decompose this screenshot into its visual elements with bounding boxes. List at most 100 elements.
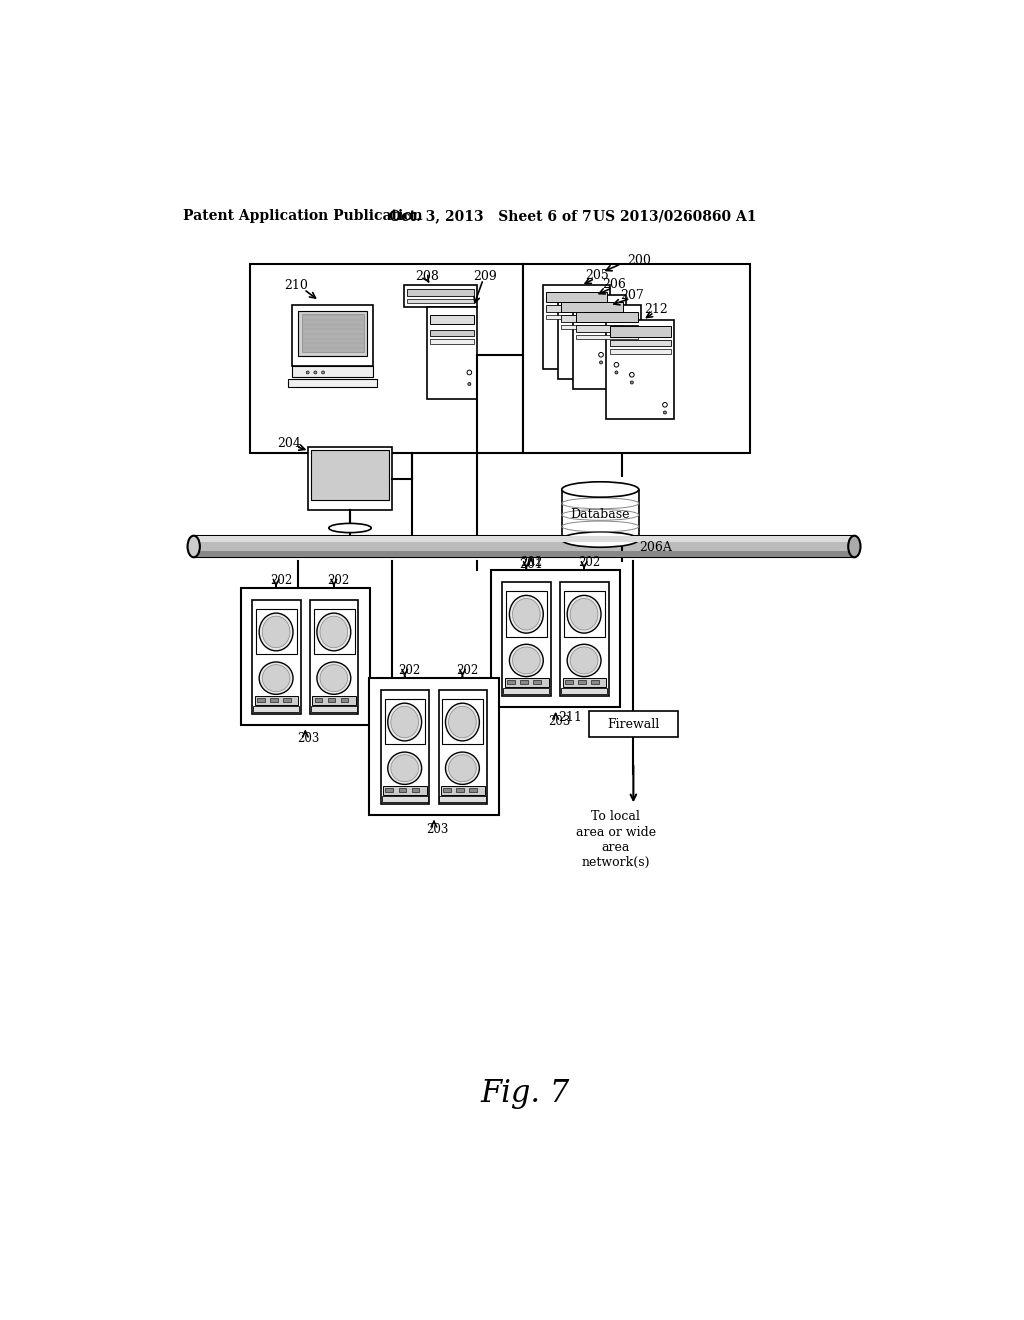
Bar bbox=[314, 698, 323, 702]
Bar bbox=[439, 796, 485, 803]
Circle shape bbox=[614, 363, 618, 367]
Bar bbox=[383, 785, 427, 795]
Ellipse shape bbox=[567, 644, 601, 677]
Bar bbox=[255, 696, 298, 705]
Bar bbox=[505, 678, 549, 688]
Ellipse shape bbox=[445, 752, 479, 784]
Text: Database: Database bbox=[570, 508, 630, 520]
Bar bbox=[546, 292, 607, 302]
Bar bbox=[298, 312, 367, 355]
Bar bbox=[194, 536, 854, 557]
Bar bbox=[382, 796, 428, 803]
Bar bbox=[560, 582, 608, 696]
Bar bbox=[289, 379, 377, 387]
Bar bbox=[312, 696, 356, 705]
Circle shape bbox=[631, 381, 634, 384]
Bar bbox=[407, 289, 474, 296]
Ellipse shape bbox=[388, 752, 422, 784]
Ellipse shape bbox=[562, 482, 639, 498]
Ellipse shape bbox=[445, 704, 479, 741]
Text: 202: 202 bbox=[520, 556, 543, 569]
Bar bbox=[412, 788, 419, 792]
Bar bbox=[507, 681, 515, 684]
Bar bbox=[562, 490, 639, 540]
Bar bbox=[561, 315, 623, 322]
Bar bbox=[561, 688, 607, 694]
Text: 211: 211 bbox=[559, 711, 583, 723]
Bar bbox=[558, 296, 626, 379]
Bar bbox=[590, 711, 678, 738]
Bar bbox=[441, 785, 484, 795]
Bar bbox=[606, 321, 674, 418]
Text: 203: 203 bbox=[426, 822, 449, 836]
Ellipse shape bbox=[316, 663, 351, 694]
Bar bbox=[561, 302, 623, 313]
Ellipse shape bbox=[512, 647, 541, 675]
Bar bbox=[403, 285, 477, 308]
Text: 202: 202 bbox=[328, 574, 350, 587]
Bar bbox=[565, 681, 572, 684]
Text: 212: 212 bbox=[644, 302, 668, 315]
Text: 201: 201 bbox=[519, 558, 544, 572]
Bar bbox=[310, 599, 358, 714]
Bar bbox=[430, 330, 474, 337]
Bar bbox=[310, 706, 357, 711]
Ellipse shape bbox=[329, 523, 371, 532]
Bar bbox=[561, 325, 623, 330]
Bar bbox=[270, 698, 278, 702]
Bar bbox=[257, 698, 264, 702]
Circle shape bbox=[468, 383, 471, 385]
Ellipse shape bbox=[319, 665, 348, 692]
Bar bbox=[252, 599, 301, 714]
Text: 202: 202 bbox=[578, 556, 600, 569]
Text: 202: 202 bbox=[457, 664, 478, 677]
Ellipse shape bbox=[391, 706, 419, 738]
Bar bbox=[427, 308, 477, 400]
Circle shape bbox=[467, 370, 472, 375]
Circle shape bbox=[322, 371, 325, 374]
Ellipse shape bbox=[259, 612, 293, 651]
Ellipse shape bbox=[316, 612, 351, 651]
Text: area or wide: area or wide bbox=[575, 825, 655, 838]
Text: Firewall: Firewall bbox=[607, 718, 659, 731]
Bar bbox=[543, 285, 610, 368]
Bar bbox=[341, 698, 348, 702]
Bar bbox=[370, 678, 499, 816]
Text: 205: 205 bbox=[585, 269, 608, 282]
Bar bbox=[577, 335, 638, 339]
Bar bbox=[520, 681, 528, 684]
Bar bbox=[578, 681, 586, 684]
Bar bbox=[430, 314, 474, 323]
Text: 206: 206 bbox=[602, 279, 627, 292]
Text: 208: 208 bbox=[416, 269, 439, 282]
Bar bbox=[546, 305, 607, 312]
Bar bbox=[609, 350, 671, 354]
Bar bbox=[283, 698, 291, 702]
Text: 210: 210 bbox=[285, 279, 308, 292]
Text: 203: 203 bbox=[298, 733, 321, 746]
Text: 204: 204 bbox=[276, 437, 301, 450]
Ellipse shape bbox=[262, 665, 290, 692]
Text: network(s): network(s) bbox=[582, 857, 650, 870]
Bar bbox=[591, 681, 599, 684]
Bar bbox=[250, 264, 523, 453]
Bar bbox=[562, 678, 606, 688]
Bar bbox=[292, 305, 373, 367]
Ellipse shape bbox=[449, 706, 476, 738]
Text: 203: 203 bbox=[548, 714, 570, 727]
Text: Oct. 3, 2013   Sheet 6 of 7: Oct. 3, 2013 Sheet 6 of 7 bbox=[388, 209, 591, 223]
Ellipse shape bbox=[848, 536, 860, 557]
Bar bbox=[534, 681, 541, 684]
Text: 202: 202 bbox=[270, 574, 292, 587]
Bar bbox=[503, 582, 551, 696]
Bar bbox=[385, 700, 425, 744]
Bar bbox=[490, 570, 621, 708]
Bar bbox=[469, 788, 477, 792]
Text: 207: 207 bbox=[621, 289, 644, 302]
Circle shape bbox=[630, 372, 634, 378]
Bar bbox=[253, 706, 299, 711]
Bar bbox=[609, 341, 671, 346]
Bar bbox=[381, 689, 429, 804]
Ellipse shape bbox=[391, 755, 419, 781]
Bar bbox=[577, 326, 638, 331]
